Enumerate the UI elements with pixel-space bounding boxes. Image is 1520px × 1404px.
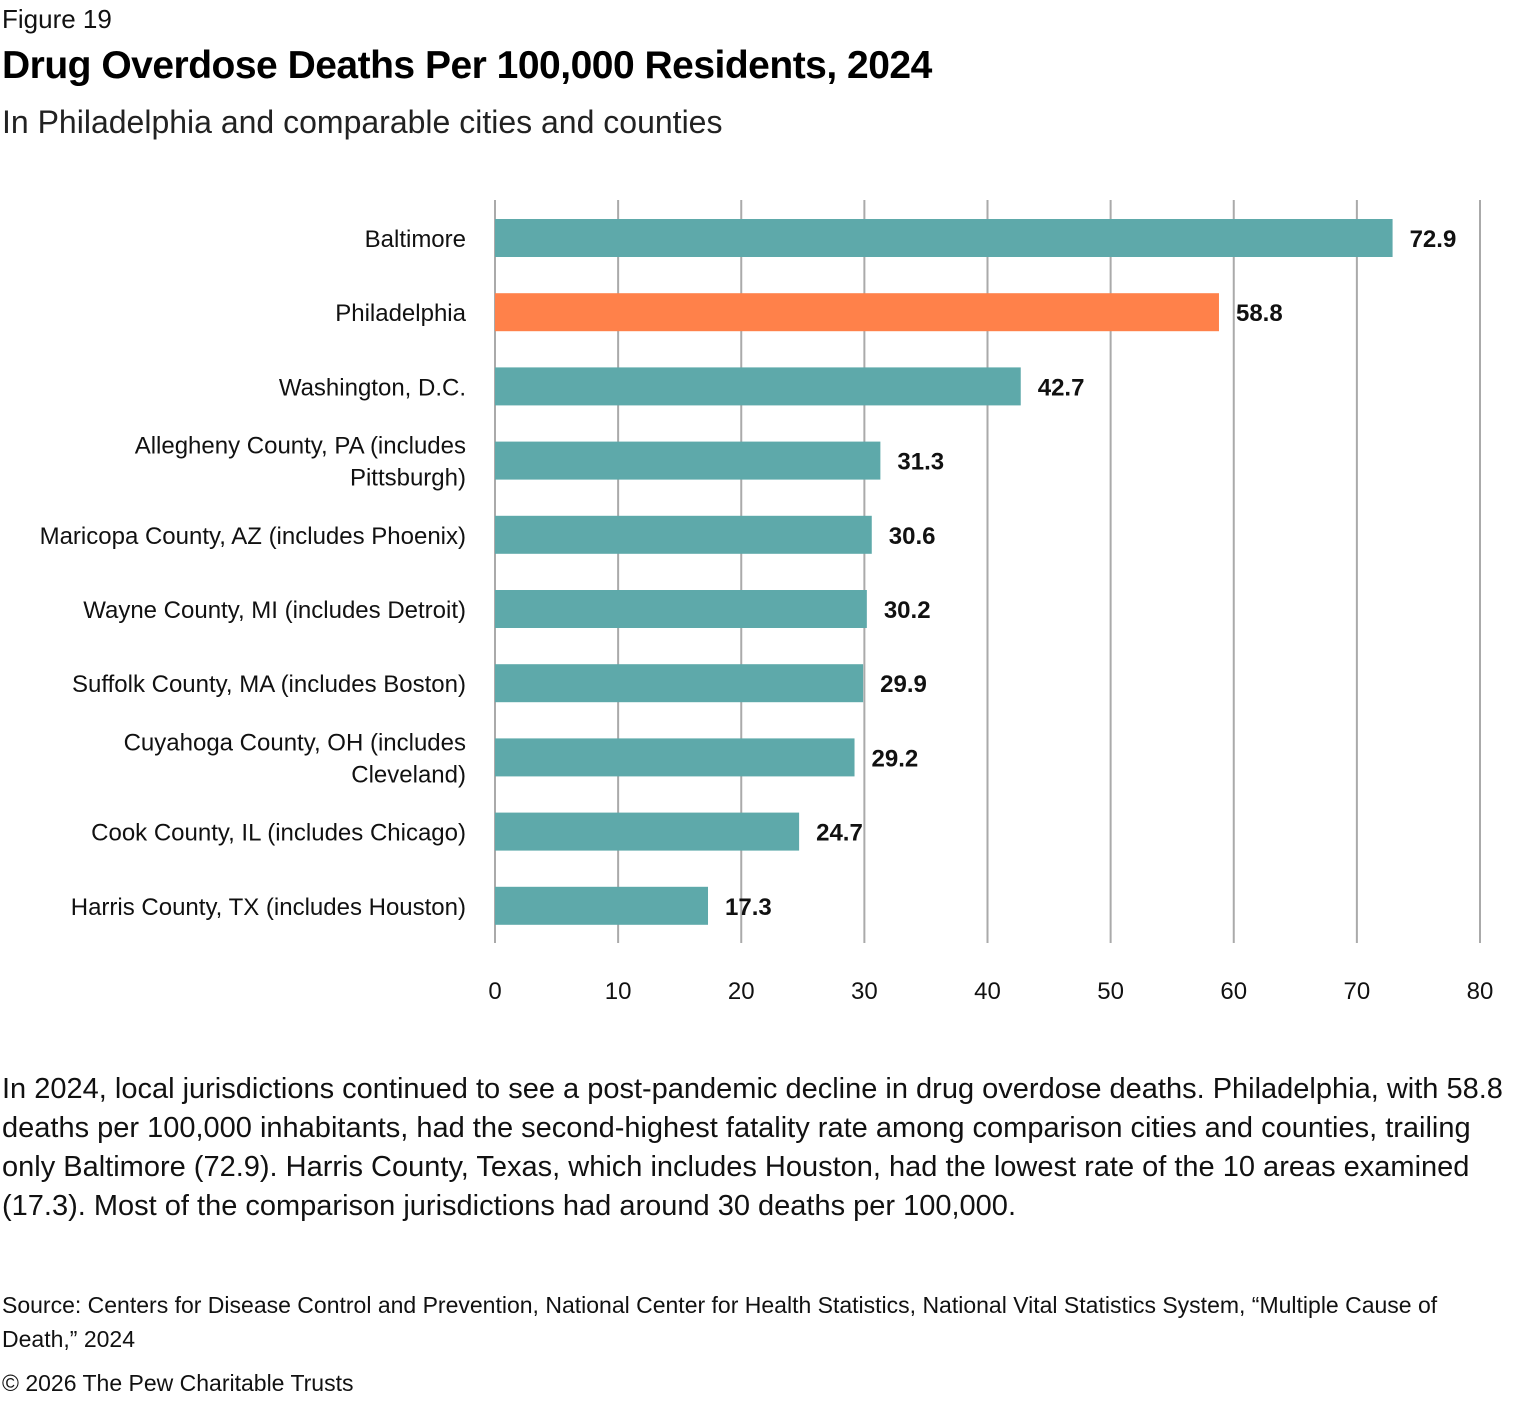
value-label: 24.7 (816, 820, 863, 847)
value-label: 58.8 (1236, 300, 1283, 327)
bar (495, 812, 800, 851)
category-labels: Baltimore Philadelphia Washington, D.C. All… (40, 226, 467, 921)
bar (495, 219, 1393, 257)
x-tick-label: 40 (974, 978, 1001, 1005)
x-tick-label: 70 (1344, 978, 1371, 1005)
value-label: 29.2 (872, 745, 919, 772)
category-label: Cuyahoga County, OH (includes Cleveland) (124, 729, 466, 788)
value-label: 29.9 (880, 671, 927, 698)
category-label: Suffolk County, MA (includes Boston) (72, 671, 466, 698)
copyright: © 2026 The Pew Charitable Trusts (2, 1370, 354, 1396)
category-label: Washington, D.C. (279, 374, 466, 401)
category-label: Baltimore (365, 226, 466, 253)
x-tick-label: 0 (488, 978, 501, 1005)
source-note: Source: Centers for Disease Control and … (2, 1292, 1438, 1352)
category-label: Cook County, IL (includes Chicago) (91, 820, 466, 847)
x-axis-ticks: 0 10 20 30 40 50 60 70 80 (488, 978, 1493, 1005)
x-tick-label: 20 (728, 978, 755, 1005)
chart-title: Drug Overdose Deaths Per 100,000 Residen… (2, 44, 932, 87)
bar (495, 293, 1219, 332)
figure-label: Figure 19 (2, 4, 112, 34)
bar (495, 441, 881, 480)
bars (495, 219, 1393, 925)
body-paragraph: In 2024, local jurisdictions continued t… (2, 1073, 1503, 1222)
category-label: Maricopa County, AZ (includes Phoenix) (40, 523, 466, 550)
chart-subtitle: In Philadelphia and comparable cities an… (2, 104, 723, 140)
value-label: 17.3 (725, 894, 772, 921)
value-label: 30.2 (884, 597, 931, 624)
value-label: 72.9 (1410, 226, 1457, 253)
bar (495, 886, 709, 925)
category-label: Harris County, TX (includes Houston) (71, 894, 466, 921)
value-label: 42.7 (1038, 374, 1085, 401)
bar (495, 515, 872, 554)
value-label: 30.6 (889, 523, 936, 550)
bar-chart: Baltimore Philadelphia Washington, D.C. All… (40, 200, 1493, 1005)
x-tick-label: 50 (1097, 978, 1124, 1005)
bar (495, 664, 864, 703)
bar (495, 367, 1021, 406)
x-tick-label: 80 (1467, 978, 1494, 1005)
bar (495, 590, 867, 628)
x-tick-label: 30 (851, 978, 878, 1005)
category-label: Philadelphia (335, 300, 466, 327)
category-label: Wayne County, MI (includes Detroit) (83, 597, 466, 624)
value-label: 31.3 (897, 449, 944, 476)
x-tick-label: 10 (605, 978, 632, 1005)
category-label: Allegheny County, PA (includes Pittsburgh… (135, 433, 466, 492)
bar (495, 738, 855, 777)
value-labels: 72.9 58.8 42.7 31.3 30.6 30.2 29.9 29.2 24.7 17.3 (725, 226, 1456, 921)
x-tick-label: 60 (1220, 978, 1247, 1005)
